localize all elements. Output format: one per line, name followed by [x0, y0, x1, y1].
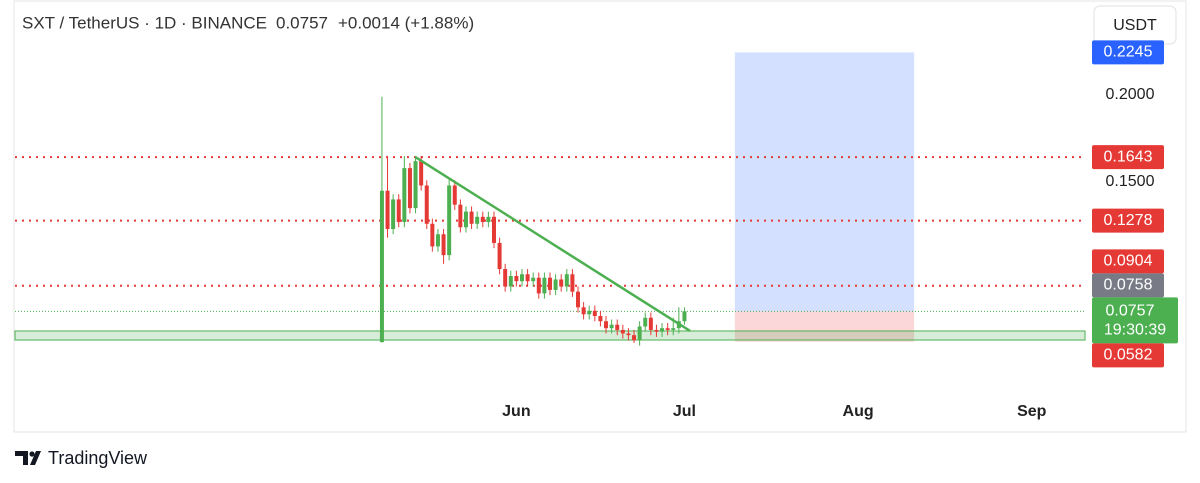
candle-body — [559, 279, 564, 287]
countdown: 19:30:39 — [1104, 322, 1166, 339]
chart-frame — [13, 0, 1187, 433]
candle-body — [480, 216, 485, 223]
candle-body — [604, 321, 609, 329]
candle-body — [503, 269, 508, 287]
candle-body — [587, 310, 592, 315]
candle-body — [570, 274, 575, 292]
candle-body — [430, 223, 435, 247]
candle-body — [441, 234, 446, 256]
y-tick-label: 0.1500 — [1106, 173, 1155, 190]
candle-body — [609, 324, 614, 329]
price-label: 0.0904 — [1104, 253, 1153, 270]
price-label-box — [1092, 273, 1164, 298]
y-tick-label: 0.2000 — [1106, 86, 1155, 103]
candle-body — [632, 335, 637, 341]
header-price: 0.0757 — [276, 13, 328, 32]
candle-body — [475, 216, 480, 224]
candle-body — [626, 333, 631, 336]
price-label-box — [1092, 40, 1164, 65]
candle-body — [665, 328, 670, 330]
price-label: 0.1278 — [1104, 212, 1153, 229]
candle-body — [648, 317, 653, 330]
candle-body — [469, 211, 474, 224]
candle-body — [643, 317, 648, 327]
candle-body — [491, 216, 496, 243]
candle-body — [682, 311, 687, 322]
price-label-box — [1092, 297, 1178, 344]
brand: TradingView — [48, 448, 148, 468]
header-change: +0.0014 (+1.88%) — [338, 13, 474, 32]
candle-body — [413, 161, 418, 209]
candle-body — [637, 326, 642, 341]
candle-body — [548, 277, 552, 290]
candle-body — [402, 168, 407, 223]
x-tick-label: Sep — [1017, 403, 1047, 420]
candle-body — [553, 279, 558, 290]
price-label: 0.0757 — [1106, 303, 1155, 320]
candle-body — [576, 291, 581, 308]
candle-body — [407, 168, 412, 209]
candle-body — [592, 310, 597, 317]
plot-area — [14, 52, 1086, 346]
price-label: 0.0582 — [1104, 347, 1153, 364]
candle-body — [458, 204, 463, 228]
candle-body — [536, 277, 541, 294]
candle-body — [525, 274, 530, 282]
price-label-box — [1092, 145, 1164, 170]
price-label-box — [1092, 249, 1164, 274]
candle-body — [581, 307, 586, 315]
candle-body — [615, 324, 620, 330]
candle-body — [447, 185, 452, 256]
candle-body — [671, 328, 676, 330]
symbol: SXT / TetherUS · 1D · BINANCE — [22, 13, 267, 32]
candle-body — [435, 234, 440, 247]
candle-body — [379, 190, 384, 343]
price-label-box — [1092, 208, 1164, 233]
candle-body — [463, 211, 468, 228]
support-zone — [14, 330, 1086, 341]
candle-body — [519, 274, 524, 282]
candle-body — [564, 274, 569, 287]
price-label: 0.1643 — [1104, 148, 1153, 165]
candle-body — [531, 277, 536, 282]
candle-body — [542, 277, 547, 294]
candle-body — [660, 328, 665, 332]
currency[interactable]: USDT — [1113, 17, 1157, 34]
x-tick-label: Jul — [673, 403, 696, 420]
x-tick-label: Jun — [502, 403, 530, 420]
candle-body — [419, 161, 424, 186]
candle-body — [654, 329, 659, 332]
candle-body — [497, 242, 502, 270]
candle-body — [391, 199, 396, 230]
candle-body — [385, 190, 390, 230]
price-label: 0.2245 — [1104, 44, 1153, 61]
candle-body — [508, 275, 513, 287]
candle-body — [514, 275, 519, 282]
x-tick-label: Aug — [843, 403, 874, 420]
candle-body — [486, 216, 491, 223]
brand-logo — [15, 451, 41, 465]
candle-body — [396, 199, 401, 223]
candle-body — [452, 185, 457, 205]
candle-body — [598, 316, 603, 322]
price-label: 0.0758 — [1104, 277, 1153, 294]
candle-body — [620, 329, 625, 334]
target-zone — [734, 52, 915, 312]
candle-body — [424, 185, 429, 224]
price-label-box — [1092, 343, 1164, 368]
stop-zone — [734, 311, 915, 342]
trendline — [414, 156, 691, 333]
